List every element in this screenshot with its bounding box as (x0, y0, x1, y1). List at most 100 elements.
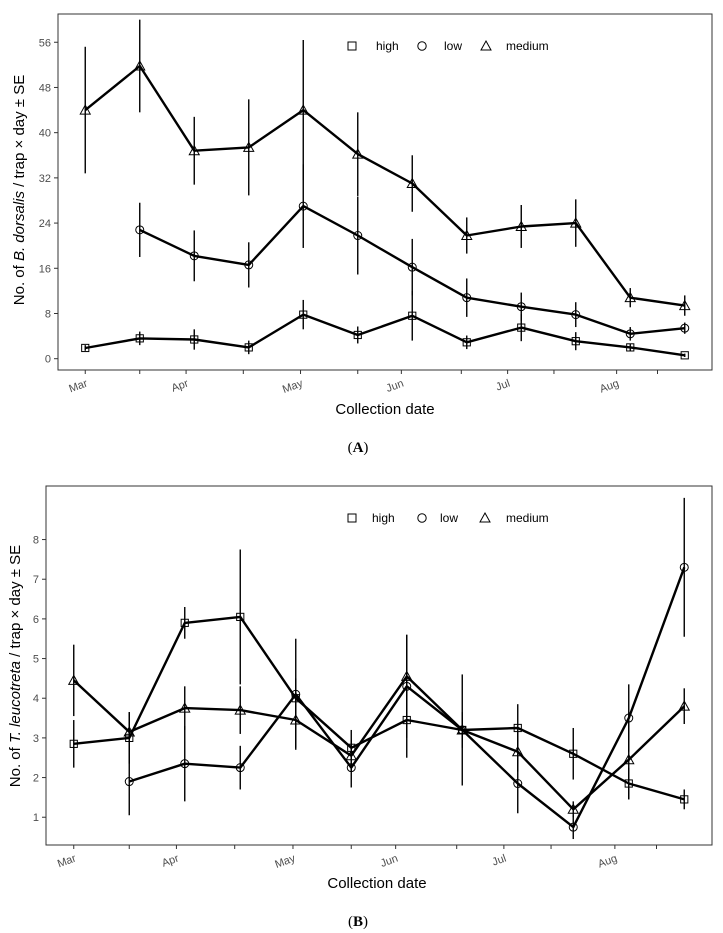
point-low (516, 302, 526, 312)
x-tick-label: Apr (170, 377, 191, 394)
point-medium (345, 749, 358, 761)
legend-marker-medium (479, 511, 491, 523)
point-low (353, 231, 363, 241)
point-high (513, 723, 522, 733)
legend-label-low: low (444, 39, 462, 53)
y-tick-label: 24 (39, 218, 51, 230)
point-high (236, 612, 245, 622)
x-axis-title: Collection date (335, 401, 434, 418)
point-medium (178, 702, 191, 713)
point-low (625, 329, 635, 339)
point-medium (678, 700, 691, 711)
point-medium (678, 299, 691, 311)
point-medium (624, 291, 637, 303)
y-tick-label: 48 (39, 82, 51, 94)
point-low (407, 262, 417, 272)
point-low (189, 251, 199, 261)
panel-label: (A) (348, 440, 369, 456)
point-high (517, 323, 526, 332)
x-tick-label: May (273, 852, 297, 871)
point-low (513, 779, 523, 789)
point-low (680, 323, 690, 333)
point-medium (351, 148, 364, 159)
point-low (402, 681, 412, 691)
x-tick-label: May (281, 377, 305, 396)
series-line-high (85, 313, 685, 357)
legend-label-medium: medium (506, 511, 549, 525)
x-tick-label: Jul (491, 853, 508, 869)
point-low (624, 713, 634, 723)
x-tick-label: Mar (56, 852, 78, 870)
point-high (626, 343, 635, 352)
point-medium (567, 803, 580, 814)
point-high (190, 335, 199, 344)
point-high (680, 351, 689, 360)
y-tick-label: 32 (39, 173, 51, 185)
point-high (125, 733, 134, 742)
y-tick-label: 8 (33, 535, 39, 547)
point-low (244, 260, 254, 270)
point-medium (456, 723, 469, 735)
y-tick-label: 6 (33, 614, 39, 626)
x-tick-label: Apr (160, 852, 181, 869)
point-medium (406, 177, 419, 189)
y-tick-label: 16 (39, 263, 51, 275)
panel-label: (B) (348, 914, 368, 930)
point-high (462, 338, 471, 347)
point-medium (289, 714, 302, 725)
y-tick-label: 1 (33, 812, 39, 824)
point-medium (133, 59, 146, 71)
point-low (571, 310, 581, 320)
point-low (235, 763, 245, 773)
legend-label-high: high (376, 39, 399, 53)
point-medium (511, 745, 524, 757)
point-low (135, 225, 145, 235)
legend-marker-medium (480, 39, 492, 51)
legend-label-high: high (372, 511, 395, 525)
series-line-low (128, 566, 686, 829)
y-tick-label: 7 (33, 574, 39, 586)
point-medium (515, 220, 528, 231)
y-tick-label: 3 (33, 733, 39, 745)
x-tick-label: Jul (494, 378, 511, 394)
point-low (679, 562, 689, 572)
point-low (462, 293, 472, 303)
point-high (624, 779, 633, 788)
point-high (571, 337, 580, 346)
legend-marker-low (417, 41, 427, 51)
x-tick-label: Jun (379, 853, 400, 870)
y-tick-label: 5 (33, 654, 39, 666)
y-tick-label: 4 (33, 693, 39, 705)
point-low (298, 201, 308, 211)
point-medium (297, 104, 310, 115)
point-medium (79, 104, 92, 115)
y-tick-label: 40 (39, 128, 51, 140)
point-low (180, 759, 190, 769)
x-axis-title: Collection date (327, 875, 426, 892)
point-medium (242, 141, 255, 152)
point-medium (622, 753, 635, 765)
point-low (346, 763, 356, 773)
point-high (402, 715, 411, 725)
legend-marker-low (417, 513, 427, 523)
point-high (291, 694, 300, 703)
point-high (244, 343, 253, 352)
panel-b: 1 2 3 4 5 6 7 8 Mar Apr May Jun Jul Aug high low medi… (7, 485, 713, 930)
point-high (569, 749, 578, 758)
point-high (299, 310, 308, 319)
y-axis-title: No. of B. dorsalis / trap × day ± SE (11, 75, 28, 305)
point-high (180, 618, 189, 627)
series-line-medium (72, 675, 686, 811)
point-medium (460, 229, 473, 241)
point-high (408, 311, 417, 320)
plot-frame (45, 485, 713, 846)
y-tick-label: 8 (45, 308, 51, 320)
x-tick-label: Aug (596, 853, 619, 871)
point-high (135, 334, 144, 343)
point-high (69, 739, 78, 748)
legend-label-low: low (440, 511, 458, 525)
point-high (81, 343, 90, 353)
point-low (291, 689, 301, 699)
x-tick-label: Aug (598, 378, 621, 396)
point-high (353, 330, 362, 340)
